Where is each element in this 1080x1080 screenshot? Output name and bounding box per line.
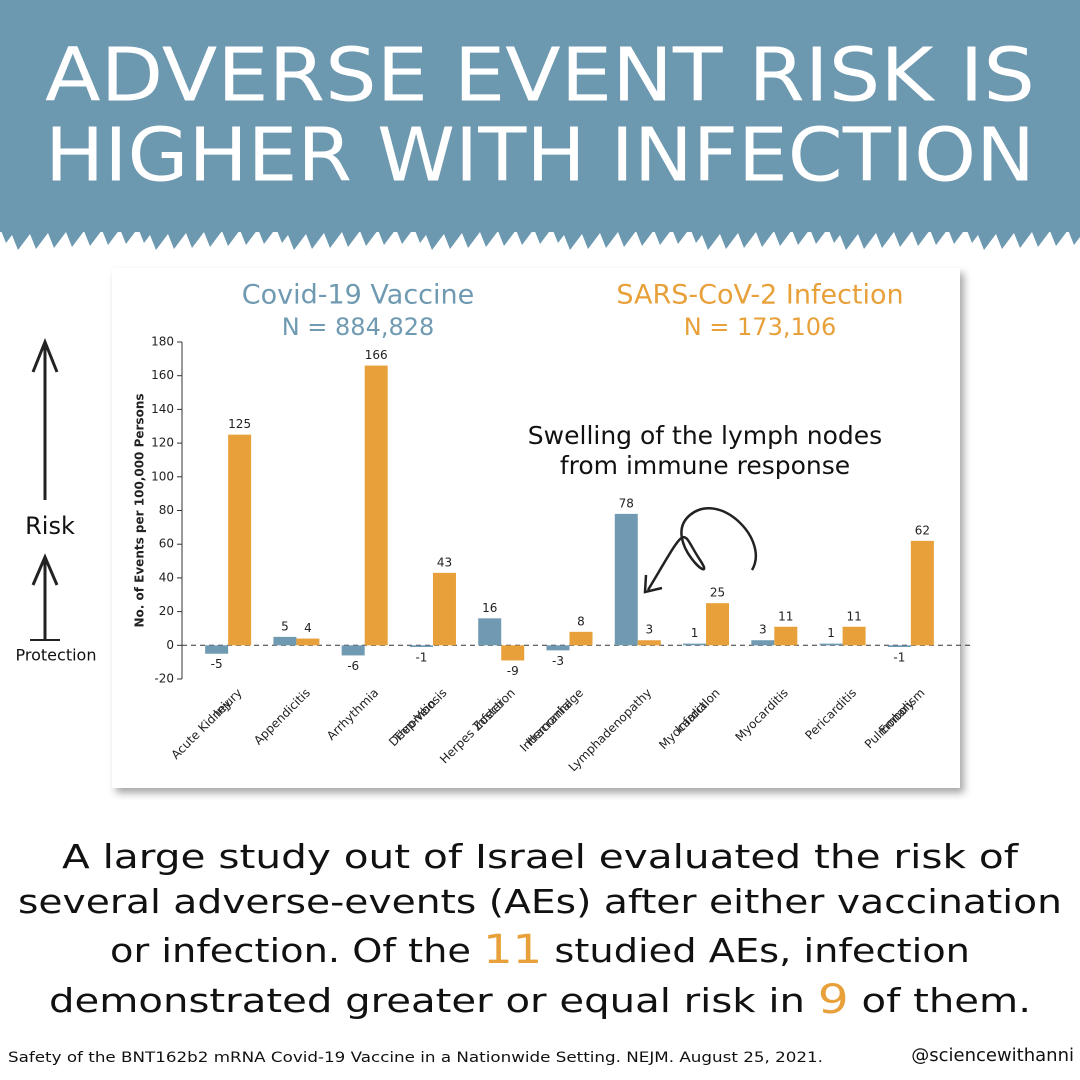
value-label: -3: [552, 654, 564, 668]
bar: [842, 626, 866, 646]
legend-name: SARS-CoV-2 Infection: [616, 280, 903, 311]
y-tick-label: -20: [154, 672, 174, 686]
y-tick-label: 180: [151, 335, 174, 349]
value-label: 125: [228, 417, 251, 431]
caption-text: of them.: [849, 981, 1031, 1020]
value-label: 3: [645, 623, 653, 637]
bar: [683, 643, 707, 646]
caption-text: A large study out of Israel evaluated th…: [62, 837, 1020, 876]
annotation-arrow-head: [643, 574, 663, 594]
bar: [614, 513, 638, 646]
protection-arrow-head: [31, 553, 59, 586]
value-label: 8: [577, 614, 585, 628]
y-tick-label: 160: [151, 368, 174, 382]
bar: [205, 645, 229, 654]
y-tick-label: 60: [159, 537, 174, 551]
legend-note: N = 884,828: [282, 313, 435, 341]
bar: [910, 540, 934, 646]
header-edge: [0, 228, 1080, 250]
handle: @sciencewithanni: [911, 1045, 1074, 1066]
bar: [751, 640, 775, 646]
bar: [546, 645, 570, 651]
bar: [478, 618, 502, 646]
y-tick-label: 20: [159, 604, 174, 618]
annotation-arrow: [646, 507, 758, 591]
caption-line: several adverse-events (AEs) after eithe…: [18, 882, 1062, 921]
bar: [228, 434, 252, 646]
y-tick-label: 80: [159, 503, 174, 517]
risk-label: Risk: [25, 512, 75, 540]
bar: [887, 645, 911, 647]
y-tick-label: 140: [151, 402, 174, 416]
y-tick-label: 120: [151, 436, 174, 450]
caption-line: demonstrated greater or equal risk in 9 …: [49, 977, 1031, 1023]
bar: [819, 643, 843, 646]
value-label: 11: [846, 609, 861, 623]
caption-line: or infection. Of the 11 studied AEs, inf…: [110, 927, 970, 973]
value-label: 1: [691, 626, 699, 640]
value-label: 3: [759, 623, 767, 637]
value-label: -1: [893, 650, 905, 664]
value-label: 5: [281, 619, 289, 633]
title-line: HIGHER WITH INFECTION: [45, 113, 1035, 199]
title-line: ADVERSE EVENT RISK IS: [45, 33, 1035, 119]
bar: [273, 636, 297, 646]
bar: [409, 645, 433, 647]
bar: [569, 631, 593, 646]
y-tick-label: 100: [151, 469, 174, 483]
bar: [364, 365, 388, 646]
value-label: 78: [619, 496, 634, 510]
annotation: Swelling of the lymph nodes: [528, 421, 882, 450]
y-axis-label: No. of Events per 100,000 Persons: [133, 393, 147, 627]
value-label: 62: [915, 523, 930, 537]
value-label: -1: [415, 650, 427, 664]
bar: [432, 572, 456, 646]
y-tick-label: 0: [166, 638, 174, 652]
value-label: 1: [827, 626, 835, 640]
legend-note: N = 173,106: [684, 313, 837, 341]
chart-card: [112, 268, 960, 788]
value-label: 4: [304, 621, 312, 635]
header-band: [0, 0, 1080, 232]
bar: [501, 645, 525, 661]
caption-text: or infection. Of the: [110, 931, 483, 970]
risk-arrow-head: [31, 337, 59, 373]
value-label: 16: [482, 601, 497, 615]
bar: [774, 626, 798, 646]
bar: [341, 645, 365, 656]
value-label: 25: [710, 586, 725, 600]
value-label: -5: [211, 657, 223, 671]
caption-text: studied AEs, infection: [542, 931, 970, 970]
value-label: -6: [347, 659, 359, 673]
bar: [706, 603, 730, 646]
bar: [637, 640, 661, 646]
citation: Safety of the BNT162b2 mRNA Covid-19 Vac…: [8, 1050, 823, 1066]
bar: [296, 638, 320, 646]
highlight-number: 11: [483, 927, 542, 973]
legend-name: Covid-19 Vaccine: [242, 280, 475, 311]
caption-text: several adverse-events (AEs) after eithe…: [18, 882, 1062, 921]
caption-line: A large study out of Israel evaluated th…: [62, 837, 1020, 876]
value-label: 43: [437, 555, 452, 569]
value-label: -9: [507, 664, 519, 678]
y-tick-label: 40: [159, 570, 174, 584]
value-label: 166: [365, 348, 388, 362]
caption-text: demonstrated greater or equal risk in: [49, 981, 818, 1020]
annotation: from immune response: [560, 451, 850, 480]
value-label: 11: [778, 609, 793, 623]
highlight-number: 9: [818, 977, 849, 1023]
protection-label: Protection: [16, 646, 97, 665]
